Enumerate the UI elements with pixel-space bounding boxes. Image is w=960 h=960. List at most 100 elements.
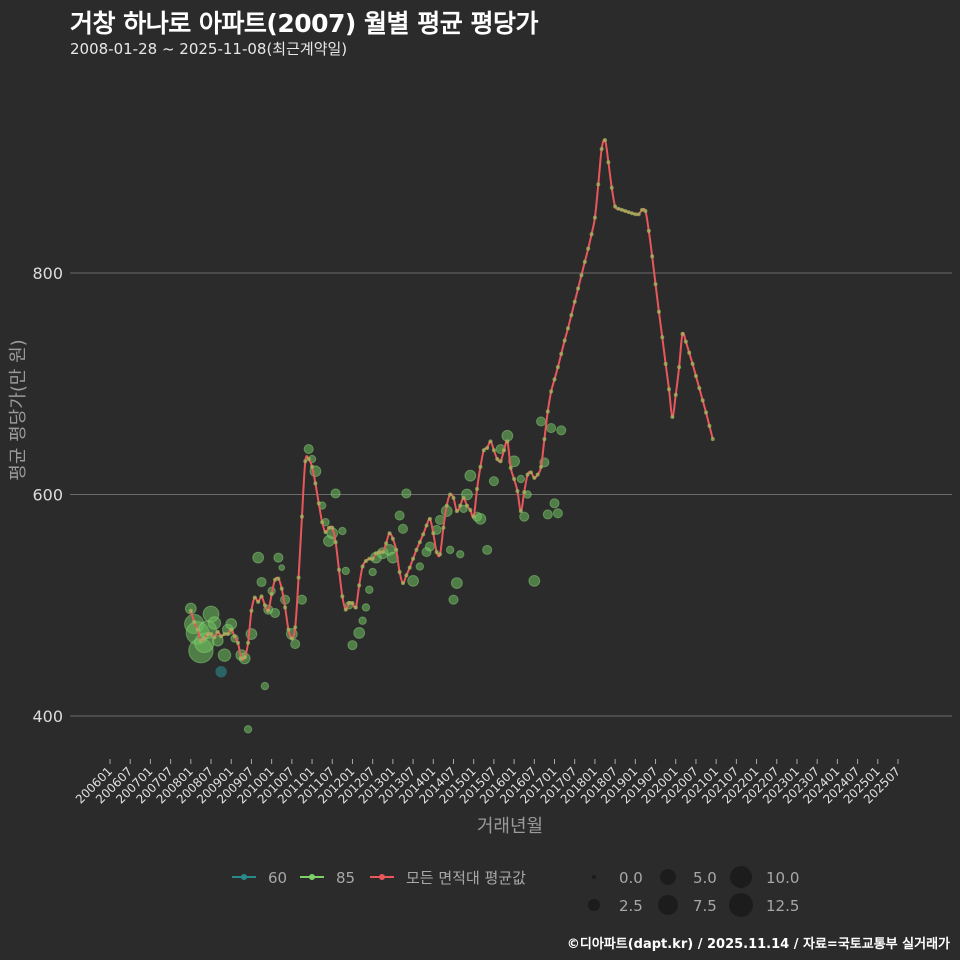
avg-marker (225, 632, 230, 637)
avg-marker (592, 215, 597, 220)
data-point-85 (535, 416, 547, 427)
avg-marker (539, 464, 544, 469)
avg-marker (320, 520, 325, 525)
avg-marker (481, 448, 486, 453)
avg-marker (680, 331, 685, 336)
legend-size-swatch (730, 866, 752, 888)
data-point-85 (368, 567, 377, 577)
y-axis-ticks: 400 600 800 (32, 264, 63, 726)
data-point-85 (552, 508, 563, 519)
y-gridlines (70, 272, 952, 717)
avg-marker (188, 608, 193, 613)
avg-marker (707, 423, 712, 428)
avg-marker (451, 495, 456, 500)
avg-marker (411, 556, 416, 561)
data-point-85 (424, 541, 435, 552)
data-point-85 (519, 511, 530, 522)
avg-marker (404, 573, 409, 578)
avg-marker (586, 246, 591, 251)
chart-subtitle: 2008-01-28 ~ 2025-11-08(최근계약일) (70, 40, 348, 58)
legend-size-label: 7.5 (693, 897, 717, 915)
avg-marker (690, 361, 695, 366)
avg-marker (683, 339, 688, 344)
data-point-85 (243, 725, 253, 734)
avg-marker (249, 608, 254, 613)
avg-marker (552, 377, 557, 382)
avg-marker (242, 655, 247, 660)
avg-marker (606, 160, 611, 165)
avg-marker (535, 472, 540, 477)
data-point-85 (542, 509, 553, 520)
data-point-60 (215, 666, 227, 678)
data-point-85 (361, 603, 371, 612)
avg-marker (336, 567, 341, 572)
x-axis-title: 거래년월 (477, 816, 543, 837)
avg-marker (222, 632, 227, 637)
avg-marker (613, 204, 618, 209)
avg-marker (215, 629, 220, 634)
avg-marker (316, 501, 321, 506)
avg-marker (246, 640, 251, 645)
avg-marker (353, 605, 358, 610)
avg-marker (347, 601, 352, 606)
avg-marker (198, 638, 203, 643)
avg-marker (380, 550, 385, 555)
legend-size-swatch (592, 875, 596, 879)
avg-marker (677, 365, 682, 370)
avg-marker (670, 414, 675, 419)
avg-marker (209, 632, 214, 637)
avg-marker (468, 508, 473, 513)
avg-marker (296, 575, 301, 580)
avg-marker (640, 207, 645, 212)
footer-credit: ©디아파트(dapt.kr) / 2025.11.14 / 자료=국토교통부 실… (566, 937, 950, 952)
legend-size-swatch (658, 895, 678, 915)
data-point-85 (482, 544, 493, 555)
avg-marker (340, 594, 345, 599)
avg-marker (623, 208, 628, 213)
avg-marker (619, 207, 624, 212)
avg-marker (195, 627, 200, 632)
avg-marker (417, 540, 422, 545)
x-axis-ticks: 2006012006072007012007072008012008072009… (73, 759, 903, 807)
avg-marker (495, 457, 500, 462)
avg-marker (518, 509, 523, 514)
data-point-85 (488, 476, 499, 487)
avg-marker (693, 373, 698, 378)
avg-marker (629, 211, 634, 216)
avg-marker (333, 540, 338, 545)
avg-marker (498, 459, 503, 464)
avg-marker (390, 536, 395, 541)
avg-marker (377, 550, 382, 555)
scatter-points (184, 416, 567, 734)
avg-marker (239, 656, 244, 661)
avg-marker (461, 495, 466, 500)
avg-marker (562, 338, 567, 343)
avg-marker (599, 146, 604, 151)
data-point-85 (296, 594, 307, 605)
data-point-85 (269, 607, 281, 619)
legend-point-swatch (241, 874, 247, 880)
y-tick-label: 800 (32, 264, 63, 283)
data-point-85 (508, 455, 521, 468)
avg-marker (252, 595, 257, 600)
avg-marker (522, 490, 527, 495)
avg-marker (464, 503, 469, 508)
legend-size-swatch (588, 899, 600, 911)
avg-marker (235, 640, 240, 645)
data-point-85 (401, 488, 412, 499)
avg-marker (569, 313, 574, 318)
avg-marker (559, 351, 564, 356)
y-tick-label: 400 (32, 707, 63, 726)
avg-marker (310, 464, 315, 469)
avg-marker (565, 326, 570, 331)
legend-label: 모든 면적대 평균값 (406, 869, 526, 887)
avg-marker (475, 486, 480, 491)
data-point-85 (365, 585, 374, 594)
data-point-85 (415, 562, 425, 571)
legend-point-swatch (309, 874, 315, 880)
avg-marker (603, 138, 608, 143)
avg-marker (397, 570, 402, 575)
avg-marker (427, 516, 432, 521)
avg-marker (653, 282, 658, 287)
avg-marker (357, 583, 362, 588)
